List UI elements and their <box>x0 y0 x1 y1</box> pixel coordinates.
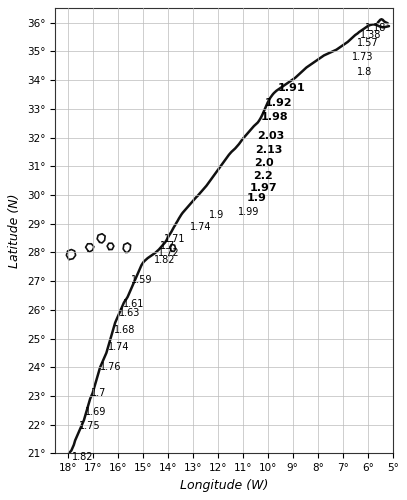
Text: 1.18: 1.18 <box>365 22 387 32</box>
Text: 1.71: 1.71 <box>164 234 186 243</box>
Text: 1.82: 1.82 <box>154 255 175 265</box>
Text: 1.73: 1.73 <box>352 52 373 62</box>
Text: 1.74: 1.74 <box>107 342 129 352</box>
Text: 1.9: 1.9 <box>247 194 267 203</box>
Text: 1.38: 1.38 <box>360 30 382 40</box>
Text: 1.74: 1.74 <box>190 222 212 232</box>
Text: 2.03: 2.03 <box>257 131 284 141</box>
Text: 1.61: 1.61 <box>123 299 144 309</box>
Text: 1.7: 1.7 <box>92 388 107 398</box>
Text: 1.68: 1.68 <box>114 325 135 335</box>
Text: 1.9: 1.9 <box>209 210 224 220</box>
Text: 1.76: 1.76 <box>100 362 122 372</box>
Text: 1.8: 1.8 <box>357 67 372 77</box>
Text: 2.13: 2.13 <box>255 146 282 156</box>
Text: 1.98: 1.98 <box>260 112 288 122</box>
Text: 1.82: 1.82 <box>72 452 94 462</box>
Text: 1.99: 1.99 <box>238 206 259 216</box>
Text: 2.2: 2.2 <box>253 172 272 181</box>
Text: 1.69: 1.69 <box>85 407 107 417</box>
Y-axis label: Latitude (N): Latitude (N) <box>8 194 21 268</box>
Text: 1.75: 1.75 <box>79 421 101 431</box>
Text: 1.63: 1.63 <box>119 308 140 318</box>
X-axis label: Longitude (W): Longitude (W) <box>180 478 268 492</box>
Text: 2.0: 2.0 <box>254 158 274 168</box>
Text: 1.57: 1.57 <box>357 38 378 48</box>
Text: 1.91: 1.91 <box>278 83 305 93</box>
Text: 1.97: 1.97 <box>250 183 278 193</box>
Text: 1.59: 1.59 <box>131 274 153 284</box>
Text: 1.7: 1.7 <box>160 241 175 251</box>
Text: 1.92: 1.92 <box>265 98 293 108</box>
Text: 1.72: 1.72 <box>158 248 179 258</box>
